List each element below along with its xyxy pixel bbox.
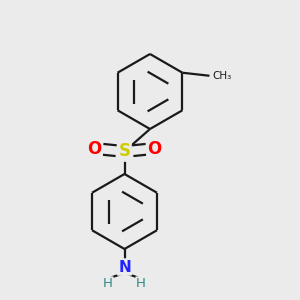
Text: CH₃: CH₃ xyxy=(212,71,232,81)
Text: N: N xyxy=(118,260,131,274)
Text: S: S xyxy=(118,142,130,160)
Text: O: O xyxy=(87,140,102,158)
Text: H: H xyxy=(103,277,113,290)
Text: H: H xyxy=(136,277,146,290)
Text: O: O xyxy=(147,140,162,158)
